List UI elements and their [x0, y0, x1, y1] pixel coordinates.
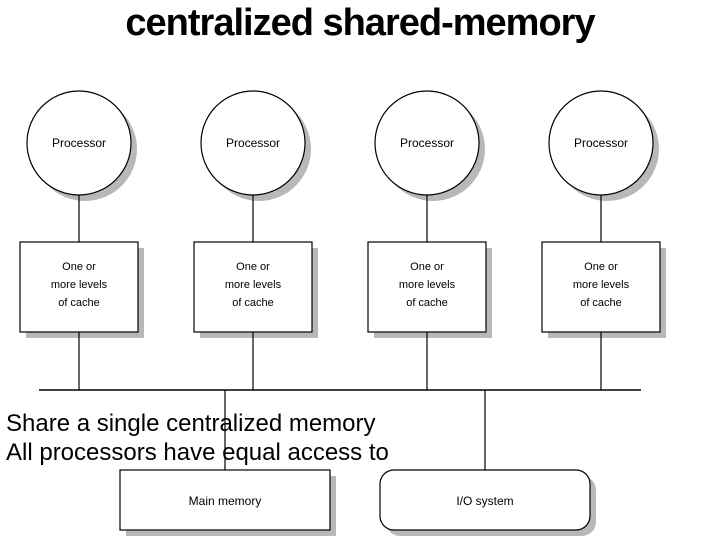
cache-label: of cache — [580, 297, 622, 309]
cache-label: more levels — [399, 279, 456, 291]
processor-label: Processor — [400, 136, 454, 150]
caption-line-1: Share a single centralized memory — [6, 410, 389, 439]
caption: Share a single centralized memory All pr… — [6, 410, 389, 468]
cache-label: more levels — [573, 279, 630, 291]
cache-label: One or — [62, 261, 96, 273]
cache-label: of cache — [232, 297, 274, 309]
caption-line-2: All processors have equal access to — [6, 439, 389, 468]
cache-label: One or — [236, 261, 270, 273]
io-system-label: I/O system — [456, 494, 513, 508]
cache-label: One or — [410, 261, 444, 273]
processor-label: Processor — [226, 136, 280, 150]
cache-label: more levels — [225, 279, 282, 291]
cache-label: more levels — [51, 279, 108, 291]
cache-label: of cache — [58, 297, 100, 309]
processor-label: Processor — [574, 136, 628, 150]
cache-label: of cache — [406, 297, 448, 309]
main-memory-label: Main memory — [189, 494, 262, 508]
processor-label: Processor — [52, 136, 106, 150]
cache-label: One or — [584, 261, 618, 273]
